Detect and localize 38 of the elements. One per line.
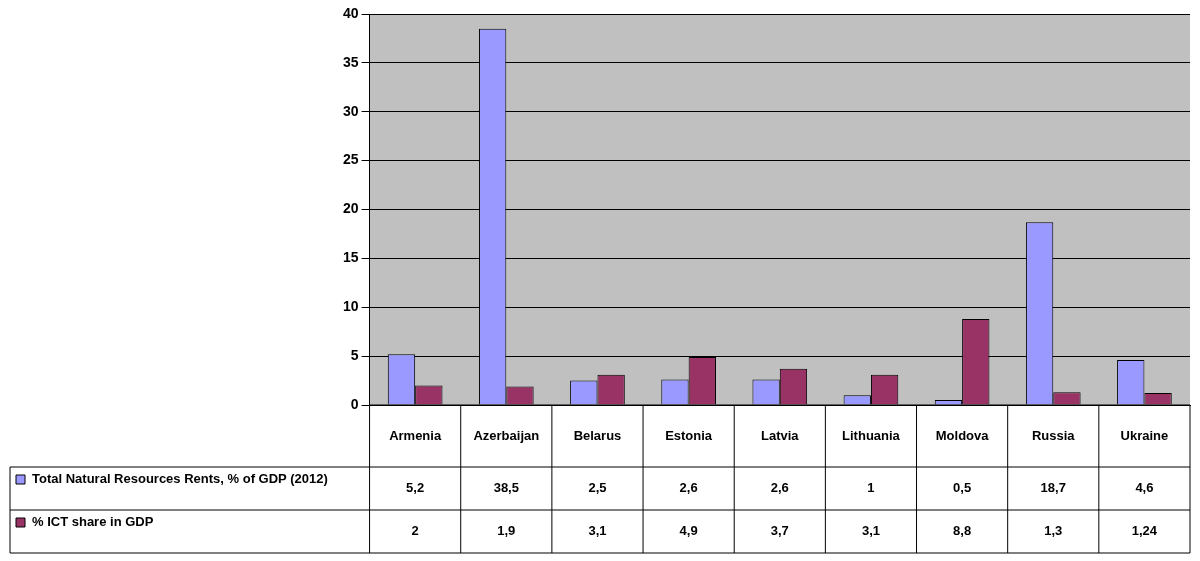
data-label: 3,7: [770, 523, 789, 539]
x-tick-label: Armenia: [389, 427, 442, 443]
legend-label: Total Natural Resources Rents, % of GDP (2012): [32, 471, 328, 487]
data-label: 4,6: [1135, 480, 1154, 496]
x-tick-label: Ukraine: [1120, 427, 1169, 443]
y-tick-label: 15: [342, 249, 359, 266]
data-label: 0,5: [953, 480, 972, 496]
data-label: 18,7: [1040, 480, 1066, 496]
data-label: 4,9: [679, 523, 698, 539]
y-tick-label: 40: [342, 4, 359, 21]
y-tick-label: 5: [350, 346, 359, 363]
y-tick-label: 20: [342, 200, 359, 217]
data-label: 2,5: [588, 480, 607, 496]
y-tick-label: 10: [342, 298, 359, 315]
y-tick-label: 35: [342, 53, 359, 70]
x-tick-label: Estonia: [665, 427, 713, 443]
x-tick-label: Russia: [1031, 427, 1076, 443]
data-label: 1: [867, 480, 875, 496]
x-tick-label: Belarus: [573, 427, 622, 443]
data-label: 2,6: [770, 480, 789, 496]
data-label: 2,6: [679, 480, 698, 496]
data-label: 1,24: [1131, 523, 1158, 539]
y-tick-label: 0: [350, 395, 359, 412]
data-label: 1,9: [497, 523, 516, 539]
data-label: 38,5: [493, 480, 519, 496]
data-label: 5,2: [406, 480, 425, 496]
y-tick-label: 25: [342, 151, 359, 168]
x-tick-label: Latvia: [761, 427, 800, 443]
data-label: 2: [411, 523, 419, 539]
x-tick-label: Lithuania: [842, 427, 901, 443]
data-label: 3,1: [861, 523, 880, 539]
data-label: 1,3: [1044, 523, 1063, 539]
data-label: 3,1: [588, 523, 607, 539]
y-tick-label: 30: [342, 102, 359, 119]
x-tick-label: Moldova: [935, 427, 990, 443]
data-label: 8,8: [953, 523, 972, 539]
legend-label: % ICT share in GDP: [32, 514, 154, 530]
x-tick-label: Azerbaijan: [473, 427, 540, 443]
